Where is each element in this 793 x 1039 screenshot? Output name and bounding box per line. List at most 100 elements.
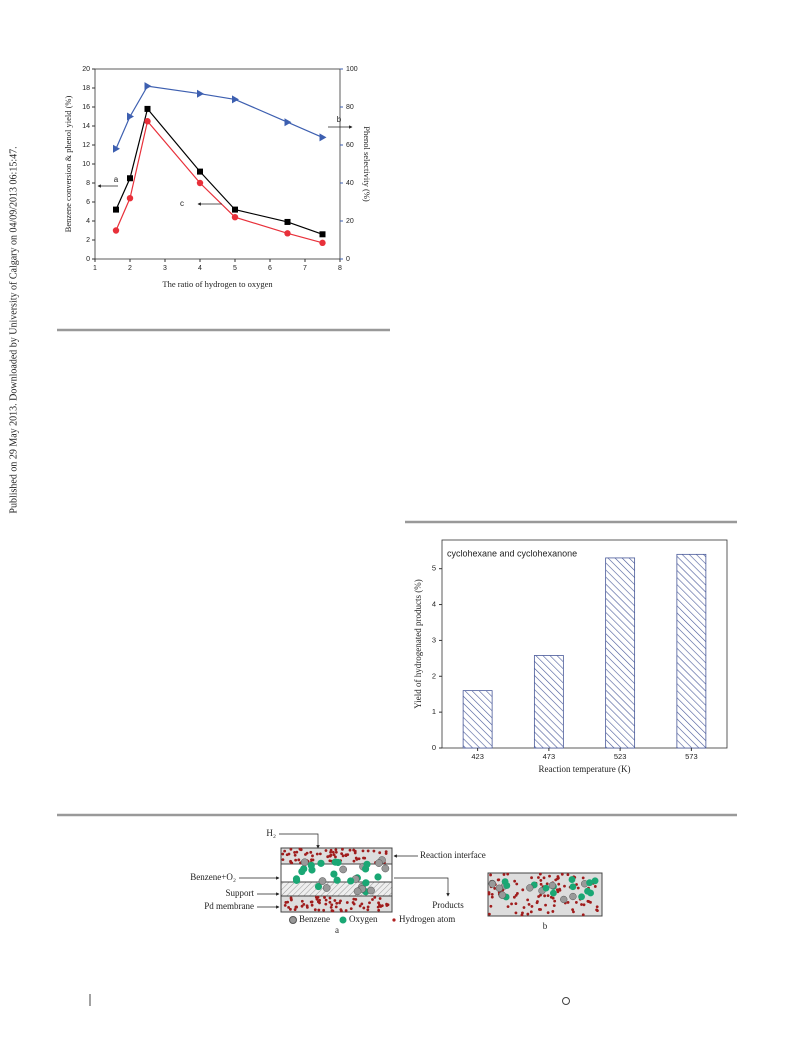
hydrogen-atom [324, 898, 328, 902]
hydrogen-atom [294, 905, 298, 909]
y2-tick-label: 40 [346, 180, 354, 187]
panel-label: b [543, 921, 548, 931]
hydrogen-atom [366, 849, 370, 853]
hydrogen-atom [297, 858, 301, 862]
benzene [560, 895, 568, 904]
hydrogen-atom [332, 853, 336, 857]
benzene [526, 884, 534, 892]
hydrogen-atom [372, 849, 376, 853]
hydrogen-atom [496, 878, 500, 882]
x-tick-label: 5 [233, 265, 237, 272]
oxygen [363, 860, 371, 868]
oxygen [314, 882, 323, 891]
legend-hydrogen [392, 918, 396, 922]
label: Support [225, 888, 254, 898]
hydrogen-atom [310, 903, 314, 907]
hydrogen-atom [538, 872, 542, 876]
hydrogen-atom [355, 857, 359, 861]
oxygen [292, 876, 301, 884]
x-tick-label: 6 [268, 265, 272, 272]
oxygen [549, 889, 557, 897]
hydrogen-atom [539, 882, 543, 886]
hydrogen-atom [522, 906, 526, 909]
hydrogen-atom [380, 904, 384, 908]
hydrogen-atom [334, 855, 337, 859]
hydrogen-atom [556, 875, 560, 878]
hydrogen-atom [514, 902, 518, 906]
label: Benzene+O₂ [190, 872, 236, 882]
benzene [488, 880, 497, 888]
x-tick-label: 473 [543, 752, 556, 761]
y-tick-label: 14 [82, 123, 90, 130]
x-tick-label: 573 [685, 752, 698, 761]
hydrogen-atom [537, 876, 540, 879]
y2-axis-label: Phenol selectivity (%) [362, 126, 372, 202]
hydrogen-atom [324, 902, 328, 906]
hydrogen-atom [345, 901, 349, 904]
chart-title: cyclohexane and cyclohexanone [447, 548, 577, 558]
oxygen [362, 879, 370, 887]
hydrogen-atom [340, 909, 343, 913]
marker [197, 89, 204, 98]
hydrogen-atom [357, 857, 361, 861]
hydrogen-atom [315, 852, 319, 856]
hydrogen-atom [512, 895, 516, 899]
label: Products [432, 900, 464, 910]
hydrogen-atom [322, 908, 326, 912]
hydrogen-atom [311, 854, 314, 858]
y-tick-label: 20 [82, 66, 90, 73]
hydrogen-atom [371, 898, 374, 901]
hydrogen-atom [377, 901, 380, 905]
hydrogen-atom [289, 907, 292, 911]
hydrogen-atom [281, 858, 285, 861]
hydrogen-atom [535, 901, 539, 905]
hydrogen-atom [328, 896, 332, 900]
hydrogen-atom [530, 905, 534, 908]
hydrogen-atom [595, 905, 599, 909]
y-tick-label: 0 [86, 256, 90, 263]
hydrogen-atom [335, 901, 339, 905]
hydrogen-atom [527, 902, 531, 906]
bar [533, 655, 564, 749]
benzene [548, 881, 557, 890]
hydrogen-atom [331, 909, 335, 913]
hydrogen-atom [317, 908, 321, 912]
hydrogen-atom [351, 901, 355, 904]
hydrogen-atom [293, 851, 296, 854]
hydrogen-atom [284, 901, 288, 904]
oxygen [330, 870, 338, 878]
hydrogen-atom [515, 892, 519, 895]
hydrogen-atom [539, 908, 542, 911]
hydrogen-atom [552, 904, 556, 908]
hydrogen-atom [329, 905, 333, 909]
marker [284, 230, 291, 237]
legend-label: Hydrogen atom [399, 914, 455, 924]
hydrogen-atom [349, 907, 353, 911]
marker [232, 206, 238, 213]
benzene [353, 887, 362, 896]
hydrogen-atom [310, 858, 313, 862]
y-tick-label: 0 [432, 743, 436, 752]
hydrogen-atom [548, 874, 551, 878]
series-annotation: c [180, 199, 184, 208]
marker [113, 144, 120, 153]
hydrogen-atom [348, 848, 352, 852]
hydrogen-atom [490, 895, 494, 899]
oxygen [587, 889, 595, 897]
hydrogen-atom [487, 891, 491, 894]
hydrogen-atom [589, 900, 592, 904]
marker [284, 218, 291, 225]
y-axis-label: Yield of hydrogenated products (%) [413, 579, 423, 708]
hydrogen-atom [305, 851, 309, 855]
oxygen [503, 882, 511, 889]
hydrogen-atom [539, 879, 543, 882]
hydrogen-atom [489, 873, 492, 877]
hydrogen-atom [586, 899, 590, 903]
hydrogen-atom [514, 911, 518, 915]
benzene [375, 859, 383, 867]
hydrogen-atom [490, 892, 494, 896]
y-tick-label: 1 [432, 707, 436, 716]
x-tick-label: 7 [303, 265, 307, 272]
hydrogen-atom [558, 888, 562, 892]
y-axis-label: Benzene conversion & phenol yield (%) [63, 96, 73, 233]
